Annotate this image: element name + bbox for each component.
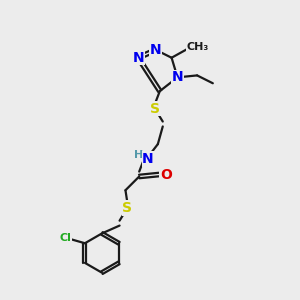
- Text: N: N: [172, 70, 183, 84]
- Text: N: N: [142, 152, 154, 166]
- Text: Cl: Cl: [59, 233, 71, 243]
- Text: CH₃: CH₃: [187, 42, 209, 52]
- Text: O: O: [160, 167, 172, 182]
- Text: N: N: [150, 43, 162, 57]
- Text: N: N: [132, 51, 144, 65]
- Text: H: H: [134, 150, 143, 160]
- Text: S: S: [150, 102, 160, 116]
- Text: S: S: [122, 201, 132, 215]
